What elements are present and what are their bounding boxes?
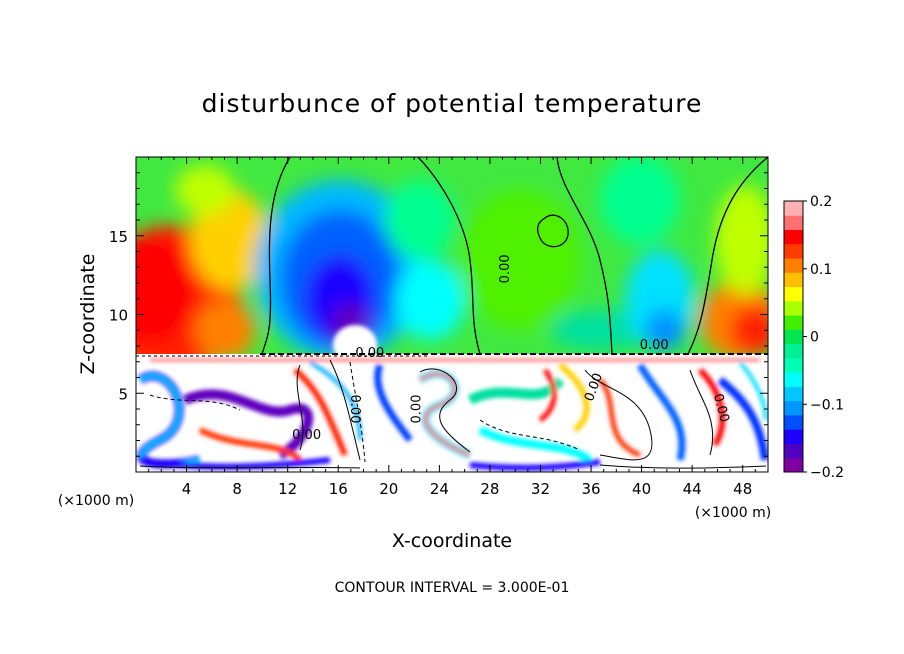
x-tick-label: 36 — [581, 480, 600, 498]
chart-title: disturbunce of potential temperature — [202, 89, 703, 118]
colorbar-swatch — [784, 315, 803, 330]
colorbar-swatch — [784, 272, 803, 288]
colorbar-tick-label: 0.2 — [810, 194, 832, 210]
contour-label: 0.00 — [355, 346, 384, 361]
colorbar-swatch — [784, 215, 803, 231]
y-tick-label: 10 — [109, 307, 128, 325]
colorbar-swatch — [784, 386, 803, 402]
colorbar-swatch — [784, 414, 803, 430]
contour-label: 0.00 — [498, 254, 513, 283]
y-axis-label: Z-coordinate — [77, 254, 99, 375]
contour-label: 0.00 — [640, 338, 669, 353]
contour-label: 0.00 — [347, 395, 362, 424]
colorbar-swatch — [784, 300, 803, 316]
colorbar-swatch — [784, 201, 803, 216]
upper-field — [136, 157, 768, 354]
contour-label: 0.00 — [710, 392, 732, 424]
colorbar-tick-label: −0.1 — [810, 397, 844, 413]
x-axis: 4 8 12 16 20 24 28 32 36 40 44 48 — [148, 157, 756, 498]
x-axis-label: X-coordinate — [392, 530, 512, 552]
colorbar-swatch — [784, 400, 803, 416]
colorbar-swatch — [784, 243, 803, 259]
colorbar-swatch — [784, 229, 803, 245]
x-tick-label: 16 — [329, 480, 348, 498]
x-tick-label: 4 — [182, 480, 192, 498]
x-tick-label: 24 — [430, 480, 449, 498]
x-tick-label: 28 — [480, 480, 499, 498]
x-tick-label: 40 — [632, 480, 651, 498]
colorbar-swatch — [784, 258, 803, 273]
colorbar-swatch — [784, 343, 803, 359]
y-tick-label: 15 — [109, 228, 128, 246]
x-tick-label: 12 — [278, 480, 297, 498]
lower-field — [136, 354, 768, 472]
contour-label: 0.00 — [292, 428, 321, 443]
colorbar-swatch — [784, 329, 803, 345]
y-axis: 5 10 15 — [109, 172, 768, 457]
plot-area: 0.000.000.000.000.00 0.000.000.00 — [135, 156, 769, 473]
colorbar-swatch — [784, 443, 803, 459]
y-tick-label: 5 — [118, 385, 128, 403]
colorbar-swatch — [784, 457, 803, 473]
contour-label: 0.00 — [409, 395, 424, 424]
contour-labels: 0.000.000.000.000.00 0.000.000.00 — [292, 254, 732, 443]
colorbar-tick-label: −0.2 — [810, 465, 844, 481]
x-tick-label: 44 — [683, 480, 702, 498]
colorbar-tick-label: 0 — [810, 330, 819, 346]
contour-interval-note: CONTOUR INTERVAL = 3.000E-01 — [335, 580, 570, 596]
colorbar-swatch — [784, 286, 803, 302]
zero-contours — [261, 157, 768, 355]
x-tick-label: 48 — [733, 480, 752, 498]
x-tick-label: 32 — [531, 480, 550, 498]
colorbar-swatch — [784, 357, 803, 373]
colorbar-tick-label: 0.1 — [810, 262, 832, 278]
colorbar-swatch — [784, 429, 803, 444]
x-tick-label: 8 — [232, 480, 242, 498]
colorbar-swatch — [784, 372, 803, 387]
colorbar: 0.2 0.1 0 −0.1 −0.2 — [783, 194, 844, 481]
x-unit-label-right: (×1000 m) — [695, 505, 771, 521]
x-tick-label: 20 — [379, 480, 398, 498]
x-unit-label-left: (×1000 m) — [58, 493, 134, 509]
